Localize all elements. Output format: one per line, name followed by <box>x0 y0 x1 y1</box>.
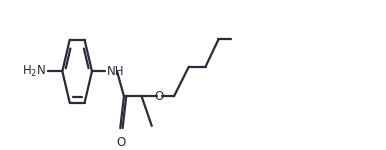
Text: NH: NH <box>107 65 124 78</box>
Text: H$_2$N: H$_2$N <box>22 64 47 79</box>
Text: O: O <box>154 90 164 103</box>
Text: O: O <box>116 136 125 149</box>
